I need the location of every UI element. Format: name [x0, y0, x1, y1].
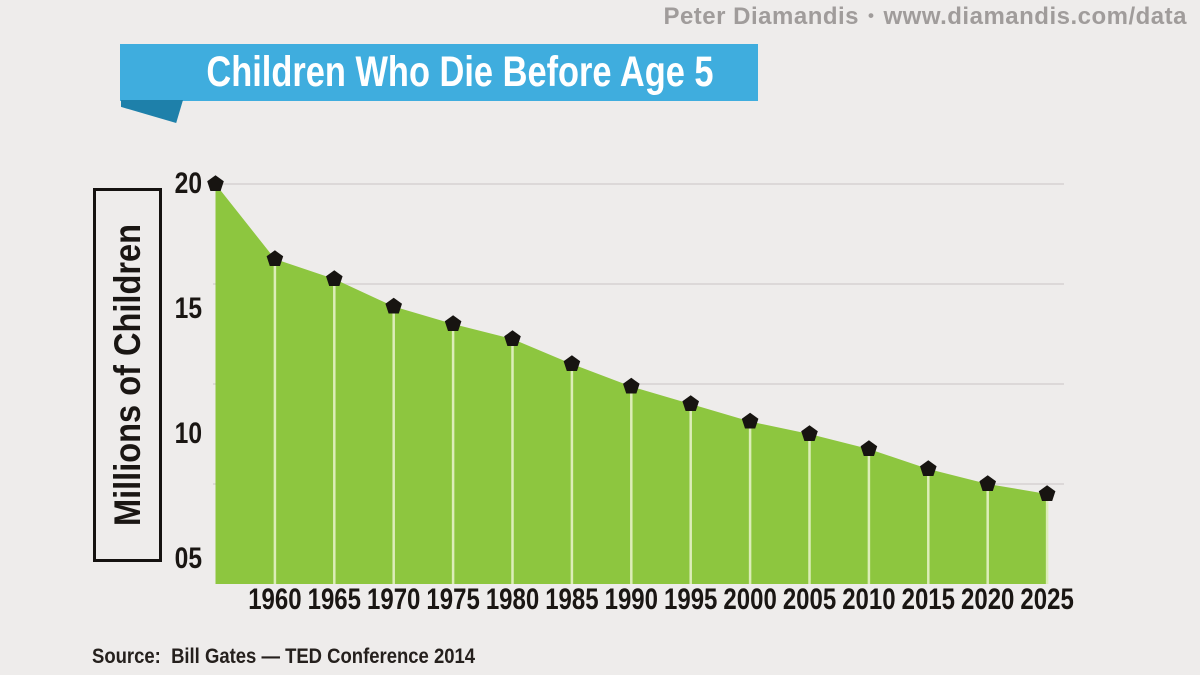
x-tick-label: 1985	[545, 581, 598, 615]
data-point-marker	[207, 175, 224, 191]
data-point-marker	[801, 425, 818, 441]
page-title: Children Who Die Before Age 5	[206, 48, 714, 96]
x-tick-label: 1995	[664, 581, 717, 615]
credit-url: www.diamandis.com/data	[883, 3, 1187, 30]
title-banner: Children Who Die Before Age 5	[120, 44, 758, 123]
x-tick-label: 1960	[248, 581, 301, 615]
y-tick-label: 15	[174, 292, 202, 325]
credit-separator-dot: •	[868, 6, 875, 25]
x-tick-label: 1975	[426, 581, 479, 615]
x-tick-label: 2005	[783, 581, 836, 615]
data-point-marker	[444, 315, 462, 331]
x-tick-label: 2000	[723, 581, 776, 615]
data-point-marker	[563, 355, 581, 371]
credit-author: Peter Diamandis	[663, 3, 860, 30]
x-tick-label: 2015	[902, 581, 955, 615]
x-tick-label: 1990	[605, 581, 658, 615]
data-point-marker	[860, 440, 878, 456]
data-point-marker	[741, 412, 759, 429]
data-point-marker	[385, 297, 402, 314]
x-tick-label: 2020	[961, 581, 1014, 615]
data-point-marker	[504, 330, 521, 346]
y-tick-label: 05	[174, 542, 202, 575]
x-tick-label: 1980	[486, 581, 539, 615]
x-tick-label: 2010	[842, 581, 895, 615]
y-tick-label: 20	[174, 167, 202, 200]
source-note: Source: Bill Gates — TED Conference 2014	[92, 645, 476, 668]
data-point-marker	[623, 377, 640, 394]
data-point-marker	[326, 270, 343, 286]
y-axis-title-box: Millions of Children	[93, 188, 162, 562]
data-point-marker	[1038, 485, 1056, 501]
data-point-marker	[920, 460, 937, 476]
x-tick-label: 1965	[308, 581, 361, 615]
y-tick-label: 10	[174, 417, 202, 450]
data-point-marker	[979, 475, 996, 491]
x-tick-label: 2025	[1020, 581, 1073, 615]
area-series	[215, 184, 1048, 584]
data-point-marker	[682, 395, 699, 411]
x-tick-label: 1970	[367, 581, 420, 615]
data-point-marker	[266, 250, 284, 266]
credit-line: Peter Diamandis • www.diamandis.com/data	[663, 3, 1187, 31]
